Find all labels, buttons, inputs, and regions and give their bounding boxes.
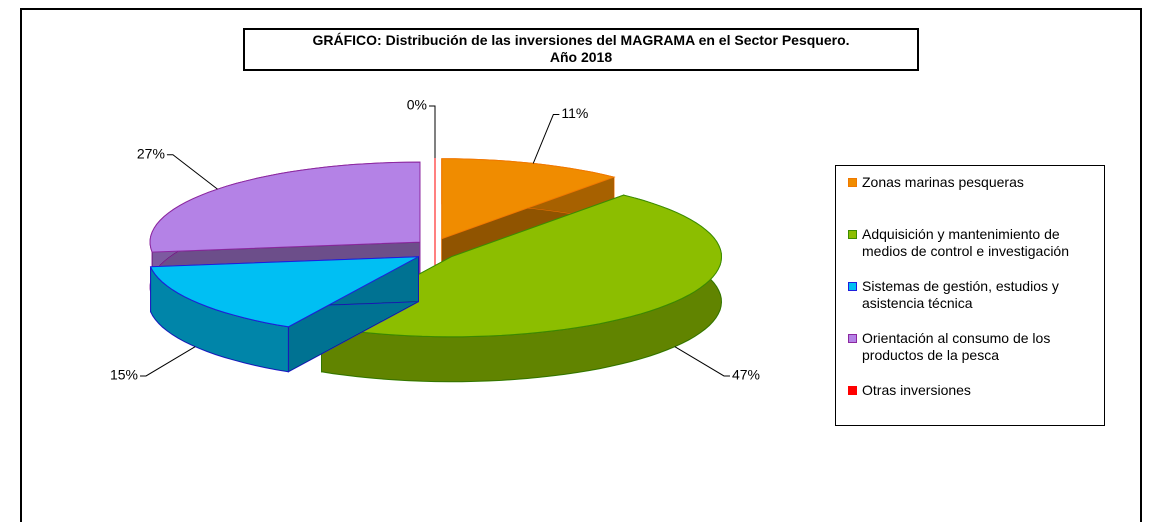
data-label: 11% (561, 105, 588, 121)
legend-item: Adquisición y mantenimiento de medios de… (848, 226, 1096, 278)
legend-item: Otras inversiones (848, 382, 1096, 434)
leader-line (429, 105, 436, 158)
legend-label: Zonas marinas pesqueras (862, 174, 1024, 190)
leader-line (532, 114, 560, 164)
legend-marker (848, 334, 857, 343)
legend-label: Adquisición y mantenimiento de medios de… (862, 226, 1070, 259)
legend-label: Sistemas de gestión, estudios y asistenc… (862, 278, 1059, 311)
legend-marker (848, 282, 857, 291)
slice-top (319, 194, 723, 338)
legend-item: Sistemas de gestión, estudios y asistenc… (848, 278, 1096, 330)
data-label: 15% (110, 367, 138, 383)
legend-marker (848, 178, 857, 187)
chart-frame (20, 8, 1142, 522)
leader-line (674, 346, 730, 377)
legend-item: Zonas marinas pesqueras (848, 174, 1096, 226)
chart-title: GRÁFICO: Distribución de las inversiones… (243, 28, 919, 71)
data-label: 0% (407, 97, 427, 113)
slice-top (149, 161, 421, 253)
leader-line (140, 346, 196, 377)
legend-label: Orientación al consumo de los productos … (862, 330, 1051, 363)
pie-slice (149, 255, 419, 373)
slice-top (149, 256, 419, 328)
slice-wall-shade (321, 195, 722, 382)
leader-line (166, 154, 218, 190)
legend-label: Otras inversiones (862, 382, 971, 398)
slice-wall-shade (150, 266, 289, 372)
data-label: 47% (732, 367, 760, 383)
legend-item: Orientación al consumo de los productos … (848, 330, 1096, 382)
data-label: 27% (137, 145, 165, 161)
legend: Zonas marinas pesqueras Adquisición y man… (835, 165, 1105, 426)
legend-marker (848, 230, 857, 239)
legend-marker (848, 386, 857, 395)
